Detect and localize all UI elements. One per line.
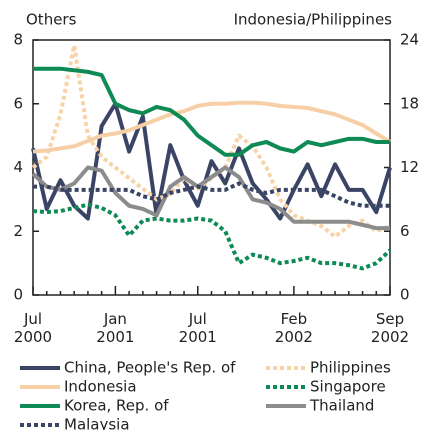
y-tick-label: 4	[13, 158, 23, 176]
legend-label: Thailand	[309, 397, 374, 415]
series-line	[31, 43, 391, 239]
y-tick-label: 2	[13, 222, 23, 240]
x-tick-label: Jan 2001	[96, 310, 134, 346]
legend-label: China, People's Rep. of	[64, 359, 236, 377]
series-line	[33, 181, 390, 208]
x-tick-label: Jul 2001	[179, 310, 217, 346]
legend-label: Philippines	[310, 359, 391, 377]
series-line	[31, 101, 392, 221]
y2-axis-title: Indonesia/Philippines	[234, 11, 393, 29]
y-tick-label: 6	[13, 94, 23, 112]
series-line	[32, 202, 392, 271]
y2-tick-label: 6	[400, 222, 410, 240]
series-line	[31, 165, 390, 231]
x-tick-label: Jul 2000	[14, 310, 52, 346]
y2-tick-label: 12	[400, 158, 419, 176]
series-line	[32, 100, 392, 154]
legend-label: Malaysia	[64, 416, 130, 430]
legend-label: Singapore	[310, 378, 386, 396]
x-tick-label: Sep 2002	[371, 310, 409, 346]
y2-tick-label: 18	[400, 94, 419, 112]
y-tick-label: 0	[13, 286, 23, 304]
x-tick-label: Feb 2002	[275, 310, 313, 346]
series-line	[33, 66, 390, 157]
legend-label: Indonesia	[64, 378, 137, 396]
y2-tick-label: 0	[400, 286, 410, 304]
legend-label: Korea, Rep. of	[64, 397, 169, 415]
y-tick-label: 8	[13, 31, 23, 49]
y2-tick-label: 24	[400, 31, 419, 49]
y-axis-title: Others	[26, 11, 77, 29]
